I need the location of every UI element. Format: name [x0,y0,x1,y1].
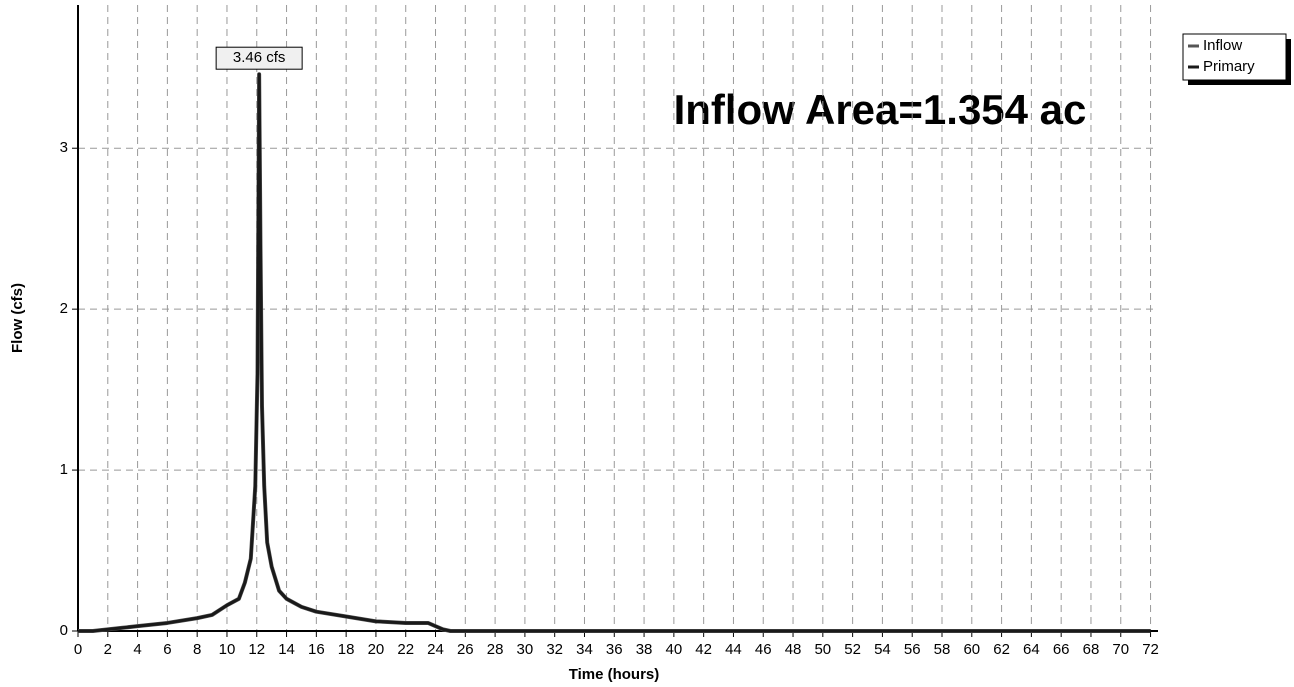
x-tick-label: 28 [487,641,504,658]
x-tick-label: 40 [666,641,683,658]
x-tick-label: 66 [1053,641,1070,658]
x-tick-label: 14 [278,641,295,658]
x-tick-label: 12 [248,641,265,658]
x-tick-label: 42 [695,641,712,658]
x-tick-label: 34 [576,641,593,658]
x-tick-label: 70 [1112,641,1129,658]
x-axis-label: Time (hours) [569,666,660,683]
x-tick-label: 44 [725,641,742,658]
x-tick-label: 72 [1142,641,1159,658]
x-tick-label: 56 [904,641,921,658]
series-line [78,72,1151,633]
x-tick-label: 58 [934,641,951,658]
y-tick-label: 1 [60,461,68,478]
legend-label: Primary [1203,58,1255,75]
y-tick-label: 3 [60,139,68,156]
x-tick-label: 50 [814,641,831,658]
x-tick-label: 60 [963,641,980,658]
x-tick-label: 68 [1083,641,1100,658]
x-tick-label: 48 [785,641,802,658]
annotation: Inflow Area=1.354 ac [674,86,1087,133]
y-tick-label: 0 [60,622,68,639]
x-tick-label: 24 [427,641,444,658]
y-axis-label: Flow (cfs) [9,283,26,353]
x-tick-label: 32 [546,641,563,658]
x-tick-label: 46 [755,641,772,658]
x-tick-label: 54 [874,641,891,658]
x-tick-label: 38 [636,641,653,658]
x-tick-label: 8 [193,641,201,658]
x-tick-label: 36 [606,641,623,658]
x-tick-label: 18 [338,641,355,658]
x-tick-label: 2 [104,641,112,658]
x-tick-label: 4 [133,641,141,658]
peak-label: 3.46 cfs [233,49,286,66]
legend-label: Inflow [1203,37,1242,54]
x-tick-label: 30 [517,641,534,658]
peak-label-box [215,46,303,70]
x-tick-label: 10 [219,641,236,658]
x-tick-label: 62 [993,641,1010,658]
x-tick-label: 6 [163,641,171,658]
x-tick-label: 0 [74,641,82,658]
x-tick-label: 64 [1023,641,1040,658]
x-tick-label: 22 [397,641,414,658]
y-tick-label: 2 [60,300,68,317]
legend-box [1182,33,1287,81]
x-tick-label: 26 [457,641,474,658]
x-tick-label: 52 [844,641,861,658]
x-tick-label: 16 [308,641,325,658]
x-tick-label: 20 [368,641,385,658]
